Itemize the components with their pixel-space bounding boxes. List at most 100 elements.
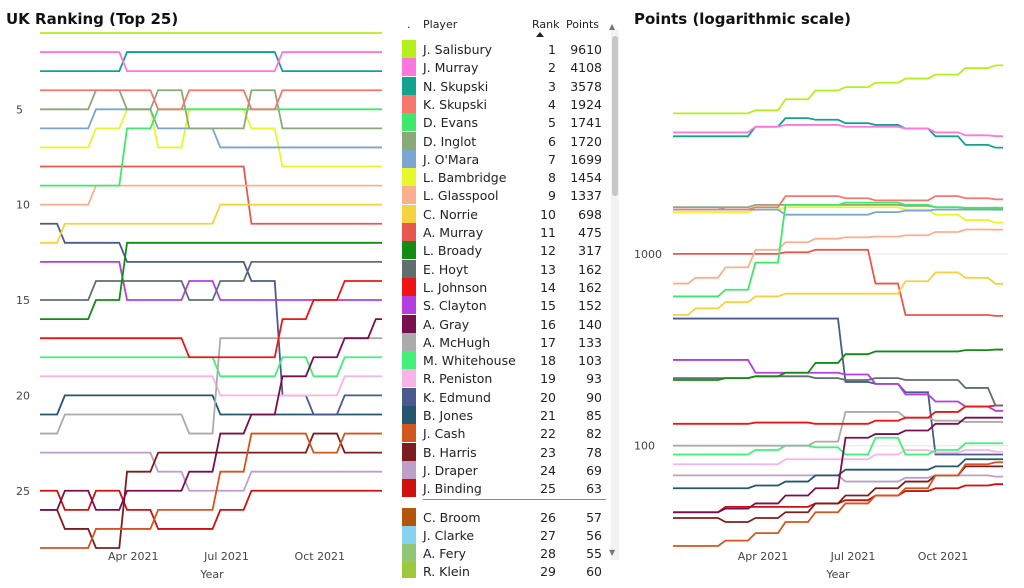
rank-series-line[interactable] [40, 51, 382, 73]
rank-series-line[interactable] [40, 280, 382, 359]
rank-series-line[interactable] [40, 241, 382, 321]
player-rank: 5 [548, 115, 556, 131]
table-row[interactable]: K. Edmund 20 90 [398, 387, 606, 406]
player-color-swatch [402, 332, 416, 351]
points-series-line[interactable] [673, 201, 1003, 298]
player-name: J. O'Mara [423, 151, 480, 167]
player-name: K. Skupski [423, 96, 488, 112]
player-rank: 22 [540, 426, 556, 442]
points-series-line[interactable] [673, 359, 1003, 412]
points-series-line[interactable] [673, 248, 1003, 317]
points-series-line[interactable] [673, 416, 1003, 514]
player-rank: 14 [540, 279, 556, 295]
points-series-line[interactable] [673, 411, 1003, 447]
player-color-swatch [402, 479, 416, 498]
table-row[interactable]: N. Skupski 3 3578 [398, 76, 606, 95]
player-name: S. Clayton [423, 298, 487, 314]
table-row[interactable]: J. Salisbury 1 9610 [398, 40, 606, 58]
table-row[interactable]: S. Clayton 15 152 [398, 296, 606, 315]
points-series-line[interactable] [673, 124, 1003, 138]
rank-series-line[interactable] [40, 89, 382, 111]
table-row[interactable]: R. Klein 29 60 [398, 562, 606, 578]
table-scrollbar[interactable] [611, 30, 619, 560]
player-name: J. Clarke [423, 527, 475, 543]
x-tick-label: Apr 2021 [108, 550, 159, 563]
points-series-line[interactable] [673, 64, 1003, 115]
rank-series-line[interactable] [40, 489, 382, 530]
points-series-line[interactable] [673, 117, 1003, 149]
rank-series-line[interactable] [40, 375, 382, 397]
points-series-line[interactable] [673, 206, 1003, 216]
table-row[interactable]: J. O'Mara 7 1699 [398, 149, 606, 168]
table-row[interactable]: L. Broady 12 317 [398, 241, 606, 260]
player-color-swatch [402, 149, 416, 168]
rank-series-line[interactable] [40, 108, 382, 149]
x-tick-label: Oct 2021 [918, 550, 969, 563]
rank-series-line[interactable] [40, 432, 382, 549]
table-row[interactable]: A. Gray 16 140 [398, 314, 606, 333]
table-row[interactable]: J. Murray 2 4108 [398, 58, 606, 77]
table-row[interactable]: A. Murray 11 475 [398, 223, 606, 241]
player-name: M. Whitehouse [423, 353, 516, 369]
table-row[interactable]: L. Johnson 14 162 [398, 277, 606, 296]
rank-series-line[interactable] [40, 260, 382, 301]
player-name: J. Murray [423, 60, 479, 76]
rank-series-line[interactable] [40, 356, 382, 378]
points-series-line[interactable] [673, 461, 1003, 547]
rank-series-line[interactable] [40, 203, 382, 244]
top25-separator [423, 499, 606, 501]
table-row[interactable]: L. Glasspool 9 1337 [398, 186, 606, 205]
col-header-rank[interactable]: Rank [532, 18, 560, 31]
table-row[interactable]: A. McHugh 17 133 [398, 332, 606, 351]
table-row[interactable]: B. Harris 23 78 [398, 442, 606, 461]
points-series-line[interactable] [673, 483, 1003, 514]
rank-series-line[interactable] [40, 165, 382, 225]
points-series-line[interactable] [673, 206, 1003, 224]
table-row[interactable]: B. Jones 21 85 [398, 406, 606, 424]
table-row[interactable]: J. Cash 22 82 [398, 424, 606, 443]
points-series-line[interactable] [673, 228, 1003, 285]
col-header-dot[interactable]: . [407, 18, 411, 31]
rank-series-line[interactable] [40, 184, 382, 206]
points-series-line[interactable] [673, 449, 1003, 466]
points-series-line[interactable] [673, 458, 1003, 490]
table-row[interactable]: M. Whitehouse 18 103 [398, 351, 606, 370]
player-color-swatch [402, 424, 416, 443]
col-header-player[interactable]: Player [423, 18, 458, 31]
player-color-swatch [402, 277, 416, 296]
rank-series-line[interactable] [40, 222, 382, 416]
rank-series-line[interactable] [40, 318, 382, 511]
table-row[interactable]: C. Norrie 10 698 [398, 204, 606, 223]
scroll-up-icon[interactable]: ▲ [609, 22, 616, 31]
table-row[interactable]: E. Hoyt 13 162 [398, 259, 606, 278]
player-color-swatch [402, 442, 416, 461]
table-row[interactable]: D. Inglot 6 1720 [398, 131, 606, 150]
points-series-line[interactable] [673, 436, 1003, 456]
table-row[interactable]: L. Bambridge 8 1454 [398, 168, 606, 187]
player-rank: 18 [540, 353, 556, 369]
points-series-line[interactable] [673, 317, 1003, 456]
player-name: A. McHugh [423, 334, 491, 350]
rank-series-line[interactable] [40, 394, 382, 416]
table-row[interactable]: J. Draper 24 69 [398, 460, 606, 479]
table-scrollbar-thumb[interactable] [612, 36, 618, 196]
player-name: K. Edmund [423, 389, 491, 405]
col-header-points[interactable]: Points [566, 18, 600, 31]
scroll-down-icon[interactable]: ▼ [609, 548, 616, 557]
table-row[interactable]: A. Fery 28 55 [398, 544, 606, 563]
points-series-line[interactable] [673, 474, 1003, 483]
rank-series-line[interactable] [40, 108, 382, 187]
table-row[interactable]: J. Clarke 27 56 [398, 525, 606, 544]
table-row[interactable]: R. Peniston 19 93 [398, 369, 606, 388]
points-series-line[interactable] [673, 348, 1003, 381]
rank-series-line[interactable] [40, 337, 382, 435]
table-row[interactable]: C. Broom 26 57 [398, 507, 606, 526]
points-series-line[interactable] [673, 195, 1003, 211]
points-series-line[interactable] [673, 404, 1003, 425]
rank-series-line[interactable] [40, 108, 382, 168]
points-series-line[interactable] [673, 271, 1003, 316]
table-row[interactable]: D. Evans 5 1741 [398, 113, 606, 132]
rank-series-line[interactable] [40, 51, 382, 73]
table-row[interactable]: J. Binding 25 63 [398, 479, 606, 498]
table-row[interactable]: K. Skupski 4 1924 [398, 94, 606, 113]
